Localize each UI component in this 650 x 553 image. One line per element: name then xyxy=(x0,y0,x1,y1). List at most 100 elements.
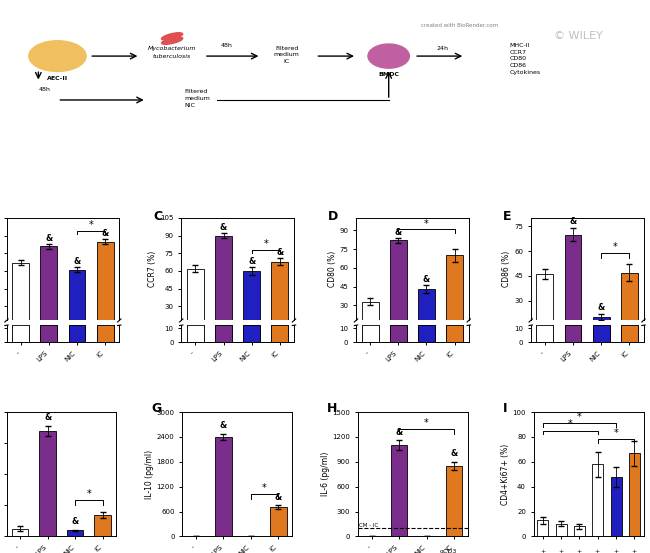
Bar xyxy=(272,262,289,342)
Text: *: * xyxy=(614,428,618,438)
Bar xyxy=(12,247,29,342)
Bar xyxy=(538,520,549,536)
Text: *: * xyxy=(424,218,429,228)
Bar xyxy=(97,221,114,342)
Bar xyxy=(67,530,83,536)
Text: *: * xyxy=(424,418,429,428)
Text: MHC-II: MHC-II xyxy=(510,43,530,48)
Text: +: + xyxy=(631,549,636,553)
Text: &: & xyxy=(423,275,430,284)
Bar xyxy=(390,325,407,342)
Y-axis label: CD4+Ki67+ (%): CD4+Ki67+ (%) xyxy=(500,444,510,505)
Bar xyxy=(593,317,610,350)
Bar xyxy=(97,242,114,342)
Text: C: C xyxy=(153,210,162,223)
Bar xyxy=(593,314,610,342)
Text: &: & xyxy=(72,517,79,526)
Text: created with BioRender.com: created with BioRender.com xyxy=(421,23,498,28)
Bar xyxy=(272,325,289,342)
Bar xyxy=(556,524,567,536)
Text: medium: medium xyxy=(185,96,211,101)
Text: &: & xyxy=(220,223,227,232)
Text: BMDC: BMDC xyxy=(378,72,399,77)
Bar xyxy=(243,257,260,342)
Bar xyxy=(40,246,57,342)
Y-axis label: IL-6 (pg/ml): IL-6 (pg/ml) xyxy=(320,452,330,497)
Text: CD86: CD86 xyxy=(510,63,526,68)
Bar xyxy=(446,243,463,342)
Text: Cytokines: Cytokines xyxy=(510,70,541,75)
Text: medium: medium xyxy=(274,52,300,57)
Text: *: * xyxy=(613,242,617,252)
Bar xyxy=(187,254,204,342)
Ellipse shape xyxy=(29,41,86,71)
Text: *: * xyxy=(86,489,91,499)
Bar xyxy=(446,325,463,342)
Text: &: & xyxy=(597,303,605,312)
Text: Filtered: Filtered xyxy=(185,90,208,95)
Bar xyxy=(593,325,610,342)
Text: &: & xyxy=(45,234,53,243)
Bar xyxy=(94,515,111,536)
Bar xyxy=(390,241,407,343)
Bar xyxy=(574,526,585,536)
Text: +: + xyxy=(558,549,564,553)
Text: NIC: NIC xyxy=(185,102,196,108)
Text: &: & xyxy=(569,217,577,226)
Text: 24h: 24h xyxy=(437,45,449,50)
Text: αCD3: αCD3 xyxy=(439,549,457,553)
Bar xyxy=(446,466,462,536)
Bar xyxy=(536,325,553,342)
Bar xyxy=(40,325,57,342)
Ellipse shape xyxy=(162,33,183,40)
Bar xyxy=(418,325,435,342)
Bar xyxy=(40,227,57,342)
Text: tuberculosis: tuberculosis xyxy=(153,54,191,59)
Bar xyxy=(215,236,232,342)
Bar xyxy=(565,234,582,350)
Bar xyxy=(272,246,289,342)
Bar xyxy=(12,529,29,536)
Bar xyxy=(592,465,603,536)
Text: &: & xyxy=(276,248,283,257)
Text: +: + xyxy=(577,549,582,553)
Text: &: & xyxy=(220,421,227,430)
Bar xyxy=(243,325,260,342)
Bar xyxy=(536,274,553,350)
Bar xyxy=(68,255,85,342)
Y-axis label: CCR7 (%): CCR7 (%) xyxy=(148,251,157,288)
Bar xyxy=(621,273,638,350)
Text: CCR7: CCR7 xyxy=(510,50,526,55)
Y-axis label: IL-10 (pg/ml): IL-10 (pg/ml) xyxy=(145,450,154,499)
Y-axis label: CD86 (%): CD86 (%) xyxy=(502,251,512,288)
Bar xyxy=(621,275,638,342)
Text: D: D xyxy=(328,210,338,223)
Text: AEC-II: AEC-II xyxy=(47,76,68,81)
Text: &: & xyxy=(44,413,51,422)
Text: E: E xyxy=(502,210,511,223)
Bar xyxy=(391,445,408,536)
Text: I: I xyxy=(503,402,508,415)
Bar xyxy=(187,269,204,342)
Bar xyxy=(536,277,553,342)
Text: &: & xyxy=(395,427,403,436)
Bar xyxy=(68,325,85,342)
Text: *: * xyxy=(262,483,267,493)
Text: 48h: 48h xyxy=(220,43,232,48)
Text: *: * xyxy=(568,420,573,430)
Text: CM - IC: CM - IC xyxy=(359,523,378,528)
Text: &: & xyxy=(248,257,255,267)
Y-axis label: CD80 (%): CD80 (%) xyxy=(328,251,337,288)
Text: &: & xyxy=(73,257,81,267)
Text: Mycobacterium: Mycobacterium xyxy=(148,45,196,50)
Bar xyxy=(215,325,232,342)
Text: 48h: 48h xyxy=(38,87,50,92)
Bar xyxy=(97,325,114,342)
Text: *: * xyxy=(263,239,268,249)
Text: *: * xyxy=(88,220,94,231)
Bar xyxy=(361,325,378,342)
Text: H: H xyxy=(327,402,337,415)
Ellipse shape xyxy=(162,37,183,44)
Bar xyxy=(187,325,204,342)
Text: © WILEY: © WILEY xyxy=(554,30,603,40)
